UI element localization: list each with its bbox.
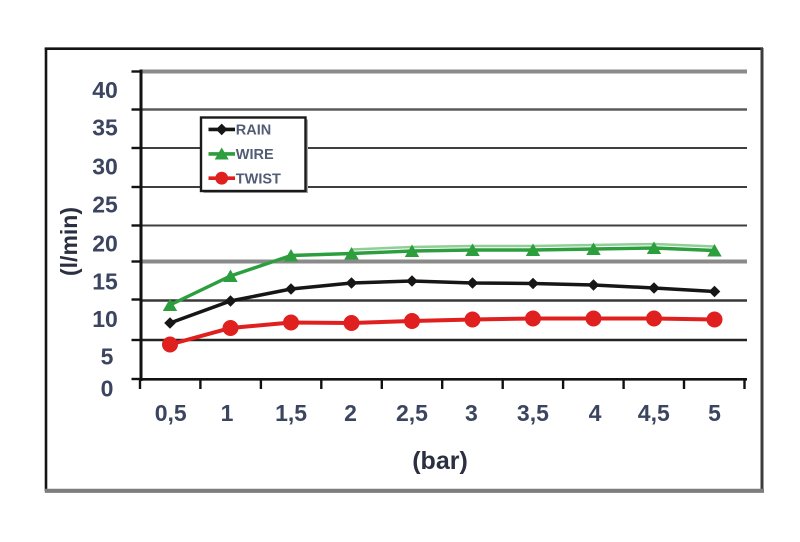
svg-text:RAIN: RAIN	[236, 123, 271, 139]
svg-text:1: 1	[221, 400, 234, 426]
svg-text:0: 0	[101, 376, 114, 402]
svg-text:3: 3	[465, 400, 478, 426]
svg-text:WIRE: WIRE	[236, 147, 274, 163]
svg-text:2,5: 2,5	[396, 400, 428, 426]
svg-text:0,5: 0,5	[155, 400, 187, 426]
svg-text:4,5: 4,5	[638, 400, 670, 426]
svg-text:40: 40	[92, 77, 118, 103]
svg-text:(l/min): (l/min)	[56, 207, 82, 276]
svg-text:2: 2	[344, 400, 357, 426]
svg-text:TWIST: TWIST	[236, 171, 281, 187]
svg-text:10: 10	[92, 306, 118, 332]
svg-text:1,5: 1,5	[275, 400, 307, 426]
svg-text:5: 5	[708, 400, 721, 426]
svg-text:15: 15	[92, 269, 118, 295]
svg-text:20: 20	[92, 231, 118, 257]
svg-text:5: 5	[101, 344, 114, 370]
svg-text:3,5: 3,5	[517, 400, 549, 426]
svg-text:(bar): (bar)	[412, 447, 468, 475]
svg-text:30: 30	[92, 154, 118, 180]
svg-text:4: 4	[589, 400, 602, 426]
svg-text:25: 25	[92, 192, 118, 218]
svg-text:35: 35	[92, 115, 118, 141]
